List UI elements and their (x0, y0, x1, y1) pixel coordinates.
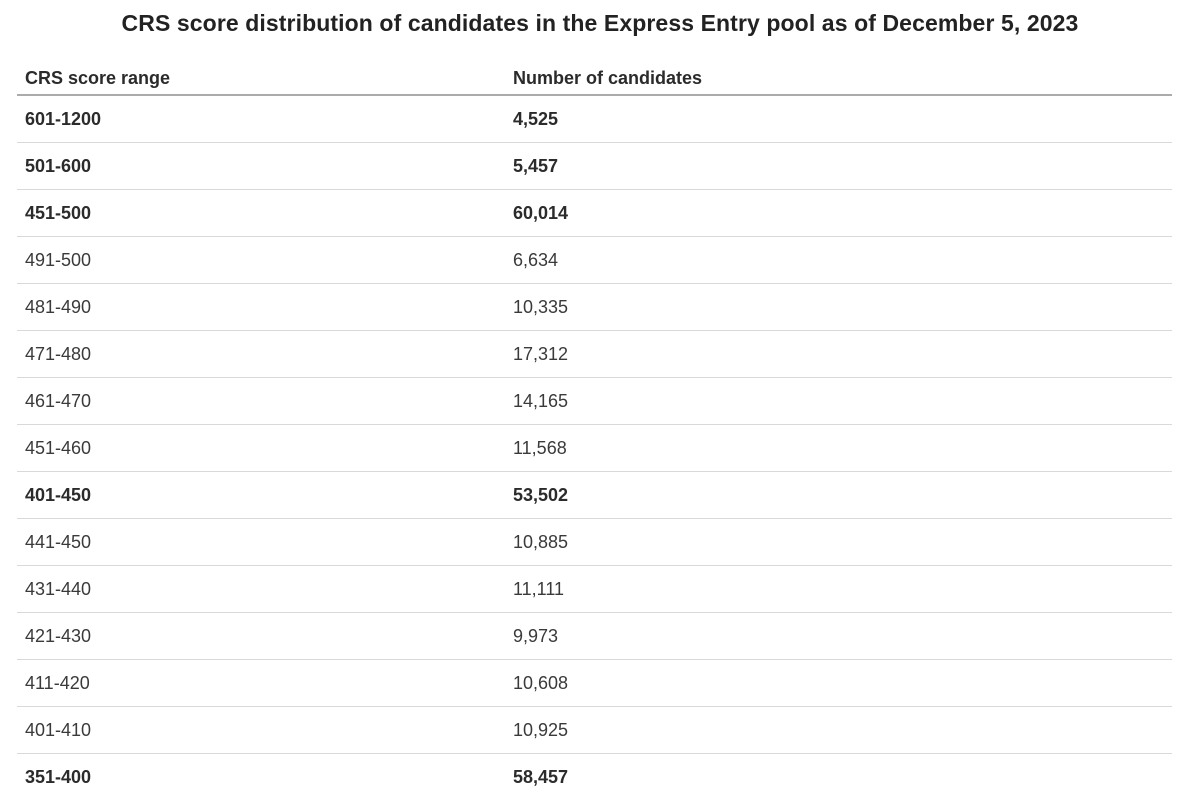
candidate-count-cell: 5,457 (505, 142, 1172, 190)
score-range-cell: 451-500 (17, 189, 505, 237)
candidate-count-cell: 9,973 (505, 612, 1172, 660)
table-row: 491-500 6,634 (17, 236, 1172, 284)
score-range-cell: 461-470 (17, 377, 505, 425)
candidate-count-cell: 10,885 (505, 518, 1172, 566)
candidate-count-cell: 58,457 (505, 753, 1172, 793)
score-range-cell: 411-420 (17, 659, 505, 707)
candidate-count-cell: 17,312 (505, 330, 1172, 378)
table-row: 481-490 10,335 (17, 283, 1172, 331)
table-row: 431-440 11,111 (17, 565, 1172, 613)
score-range-cell: 401-450 (17, 471, 505, 519)
score-range-cell: 441-450 (17, 518, 505, 566)
table-body: 601-1200 4,525 501-600 5,457 451-500 60,014 49… (17, 95, 1172, 793)
table-row: 351-400 58,457 (17, 753, 1172, 793)
score-range-cell: 601-1200 (25, 109, 102, 129)
candidate-count-cell: 11,568 (505, 424, 1172, 472)
score-range-cell: 471-480 (17, 330, 505, 378)
candidate-count-cell: 53,502 (505, 471, 1172, 519)
score-range-cell: 481-490 (17, 283, 505, 331)
table-header-row: CRS score range Number of candidates (17, 65, 1172, 96)
candidate-count-cell: 60,014 (505, 189, 1172, 237)
candidate-count-cell: 6,634 (505, 236, 1172, 284)
candidate-count-cell: 11,111 (505, 565, 1172, 613)
score-range-cell: 491-500 (17, 236, 505, 284)
table-row: 601-1200 4,525 (17, 95, 1172, 143)
table-row: 451-460 11,568 (17, 424, 1172, 472)
candidate-count-cell: 4,525 (513, 109, 559, 129)
table-row: 461-470 14,165 (17, 377, 1172, 425)
score-range-cell: 451-460 (17, 424, 505, 472)
table-row: 501-600 5,457 (17, 142, 1172, 190)
candidate-count-cell: 10,608 (505, 659, 1172, 707)
table-row: 401-410 10,925 (17, 706, 1172, 754)
table-row: 451-500 60,014 (17, 189, 1172, 237)
page-title: CRS score distribution of candidates in … (121, 10, 1079, 36)
candidate-count-cell: 10,925 (505, 706, 1172, 754)
score-range-cell: 401-410 (17, 706, 505, 754)
score-range-cell: 351-400 (17, 753, 505, 793)
score-range-cell: 421-430 (17, 612, 505, 660)
score-range-cell: 501-600 (17, 142, 505, 190)
candidate-count-cell: 10,335 (505, 283, 1172, 331)
crs-distribution-table: CRS score range Number of candidates 601… (17, 65, 1172, 793)
candidate-count-cell: 14,165 (505, 377, 1172, 425)
column-header-score-range: CRS score range (17, 65, 505, 96)
table-row: 411-420 10,608 (17, 659, 1172, 707)
table-row: 471-480 17,312 (17, 330, 1172, 378)
table-row: 421-430 9,973 (17, 612, 1172, 660)
table-row: 401-450 53,502 (17, 471, 1172, 519)
table-row: 441-450 10,885 (17, 518, 1172, 566)
column-header-candidates: Number of candidates (505, 65, 1172, 96)
score-range-cell: 431-440 (17, 565, 505, 613)
